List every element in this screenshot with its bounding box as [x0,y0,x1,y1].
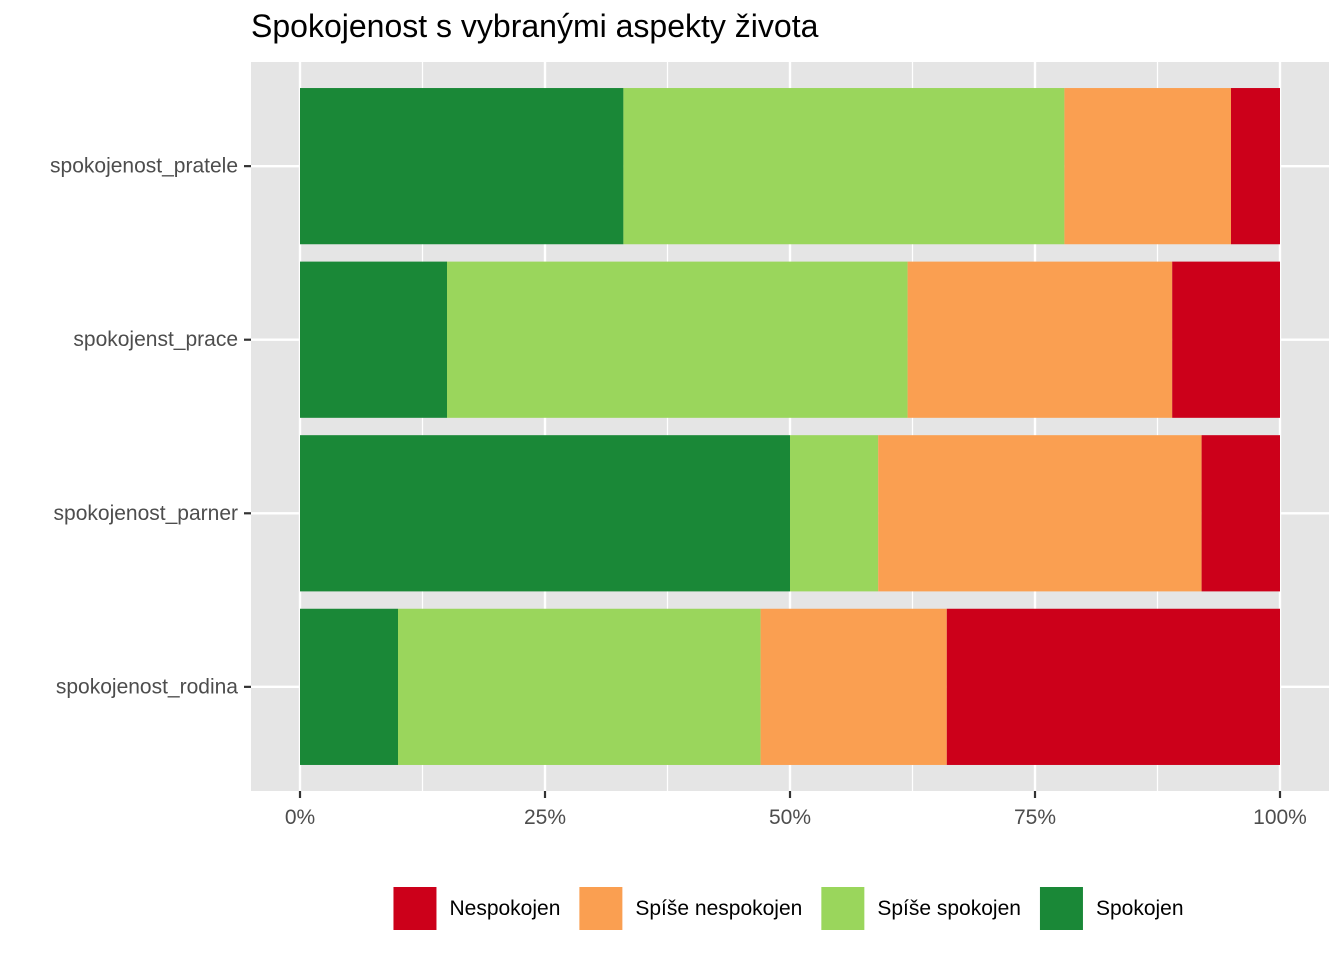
bar-spokojenst-prace-spise-spokojen [447,261,908,418]
y-tick-label: spokojenost_rodina [56,675,238,698]
bar-spokojenost-parner-spokojen [300,435,790,592]
bar-spokojenost-pratele-spokojen [300,88,624,245]
y-tick-label: spokojenst_prace [73,328,238,351]
legend-label: Nespokojen [449,897,560,920]
bar-spokojenost-rodina-nespokojen [946,608,1280,765]
x-tick-label: 50% [769,806,811,829]
x-tick-label: 25% [524,806,566,829]
y-tick-label: spokojenost_parner [54,502,238,525]
x-tick-label: 0% [285,806,315,829]
chart-title: Spokojenost s vybranými aspekty života [251,8,819,44]
x-tick-label: 75% [1014,806,1056,829]
bar-spokojenost-pratele-spise-spokojen [623,88,1065,245]
legend-label: Spíše spokojen [877,897,1021,920]
legend-label: Spíše nespokojen [635,897,802,920]
bar-spokojenst-prace-nespokojen [1172,261,1280,418]
bar-spokojenst-prace-spokojen [300,261,447,418]
legend-key-spise-spokojen [821,887,865,930]
bar-spokojenost-rodina-spise-spokojen [398,608,761,765]
bar-spokojenost-parner-spise-nespokojen [878,435,1202,592]
bar-spokojenost-rodina-spise-nespokojen [760,608,947,765]
legend-key-spise-nespokojen [579,887,623,930]
bar-spokojenost-parner-spise-spokojen [790,435,879,592]
legend-key-spokojen [1039,887,1083,930]
legend-key-nespokojen [393,887,437,930]
bar-spokojenst-prace-spise-nespokojen [907,261,1173,418]
legend-label: Spokojen [1096,897,1184,920]
bar-spokojenost-pratele-nespokojen [1231,88,1280,245]
bar-spokojenost-rodina-spokojen [300,608,398,765]
y-tick-label: spokojenost_pratele [50,155,238,178]
bar-spokojenost-pratele-spise-nespokojen [1064,88,1231,245]
x-tick-label: 100% [1253,806,1307,829]
bar-spokojenost-parner-nespokojen [1201,435,1280,592]
